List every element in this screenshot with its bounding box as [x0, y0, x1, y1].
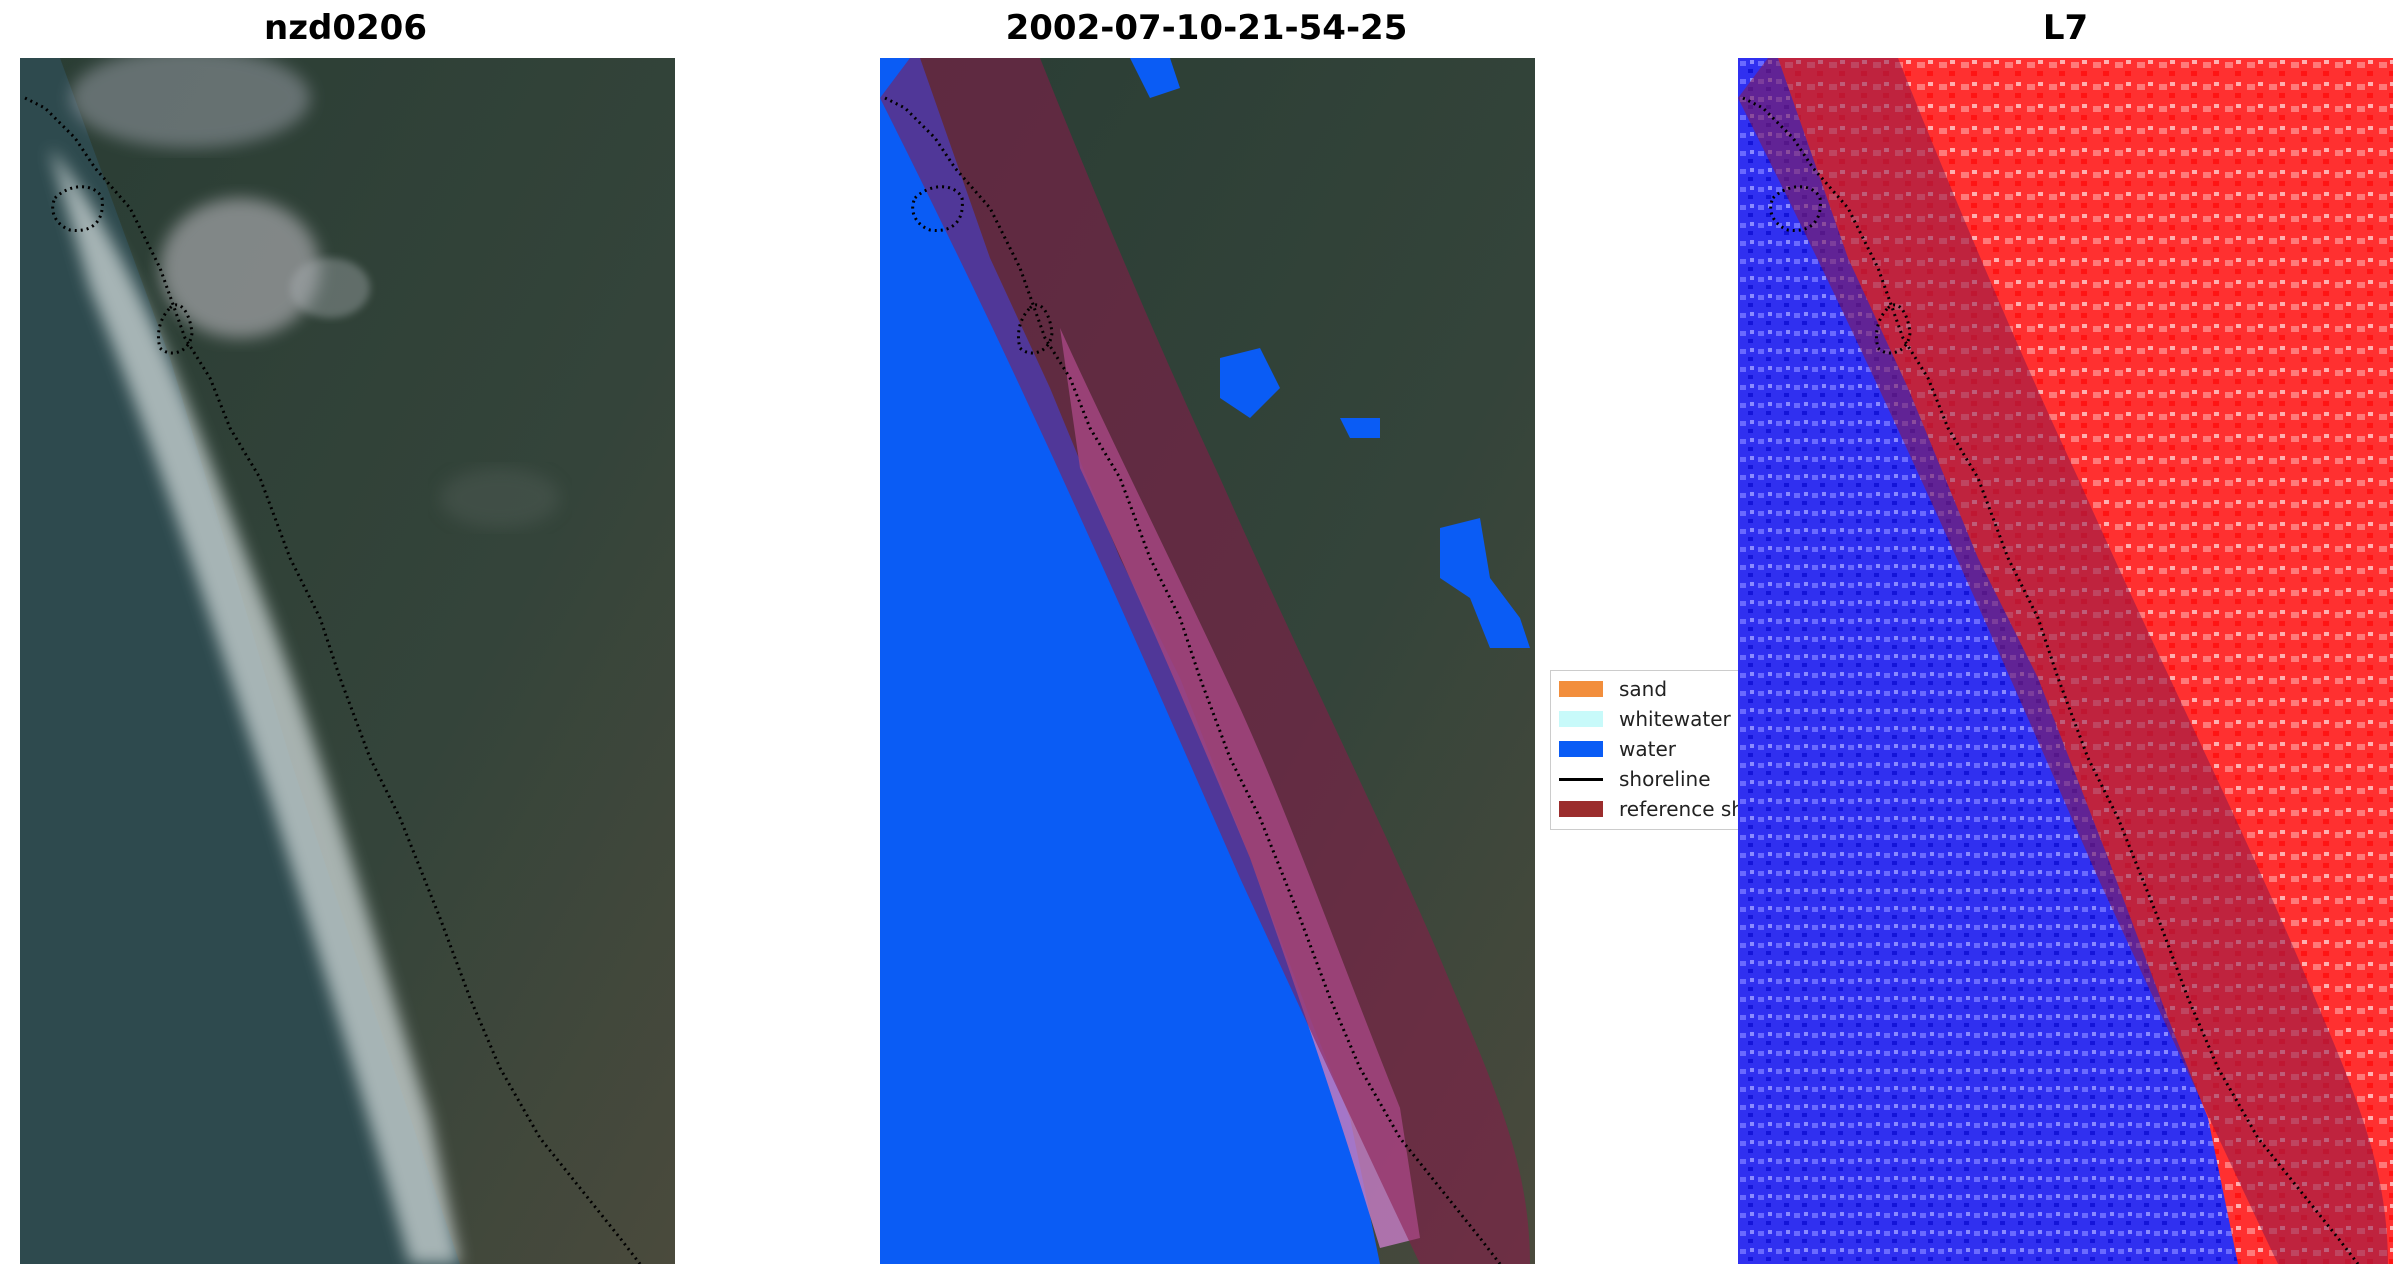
panel-title-classification: 2002-07-10-21-54-25: [1005, 8, 1408, 48]
legend-line-shoreline: [1559, 777, 1603, 781]
water-class: [880, 58, 1380, 1264]
legend-label: water: [1619, 737, 1676, 761]
classification-image: [880, 58, 1535, 1264]
cloud: [160, 198, 320, 338]
panel-title-rgb: nzd0206: [264, 8, 427, 48]
legend-swatch-water: [1559, 741, 1603, 757]
shoreline-contour-loop: [1769, 185, 1822, 233]
rgb-image-svg: [20, 58, 675, 1264]
shoreline-contour: [1742, 96, 2360, 1264]
shoreline-contour-loop: [156, 303, 194, 355]
legend: sand whitewater water shoreline referenc…: [1550, 670, 1740, 830]
shoreline-contour: [24, 96, 642, 1264]
legend-item-sand: sand: [1559, 674, 1667, 704]
shoreline-contour-loop: [911, 185, 964, 233]
legend-label: reference sh: [1619, 797, 1740, 821]
shoreline-contour-loop: [51, 185, 104, 233]
cloud: [70, 58, 310, 148]
legend-label: whitewater: [1619, 707, 1731, 731]
classification-svg: [880, 58, 1535, 1264]
water-class-patch: [1440, 518, 1530, 648]
panel-title-index: L7: [2042, 8, 2089, 48]
rgb-satellite-image: [20, 58, 675, 1264]
cloud: [290, 258, 370, 318]
legend-swatch-reference: [1559, 801, 1603, 817]
reference-shoreline-buffer: [880, 58, 1530, 1264]
legend-item-water: water: [1559, 734, 1676, 764]
legend-item-whitewater: whitewater: [1559, 704, 1731, 734]
land-patch: [440, 468, 560, 528]
reference-shoreline-buffer: [1738, 58, 2388, 1264]
legend-item-reference-shoreline: reference sh: [1559, 794, 1740, 824]
shoreline-contour-loop: [1874, 303, 1912, 355]
legend-label: shoreline: [1619, 767, 1711, 791]
index-svg: [1738, 58, 2393, 1264]
legend-label: sand: [1619, 677, 1668, 701]
legend-item-shoreline: shoreline: [1559, 764, 1711, 794]
water-class-patch: [1220, 348, 1280, 418]
legend-swatch-whitewater: [1559, 711, 1603, 727]
negative-index-area: [1738, 58, 2238, 1264]
legend-swatch-sand: [1559, 681, 1603, 697]
water-class-patch: [1130, 58, 1180, 98]
shoreline-contour-loop: [1016, 303, 1054, 355]
water-class-patch: [1340, 418, 1380, 438]
index-image: [1738, 58, 2393, 1264]
surf-band: [50, 148, 460, 1264]
shoreline-contour: [884, 96, 1502, 1264]
